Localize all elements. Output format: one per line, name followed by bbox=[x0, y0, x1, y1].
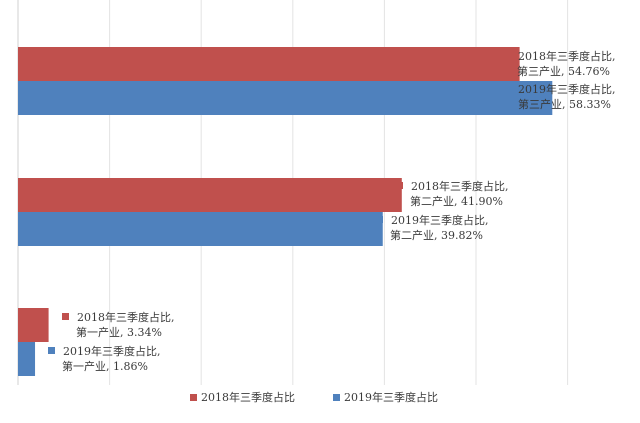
bar-2-series-0 bbox=[18, 308, 49, 342]
data-label-2-series-1: 2019年三季度占比, 第一产业, 1.86% bbox=[48, 344, 161, 374]
data-label-line2: 第三产业, 58.33% bbox=[518, 98, 611, 111]
bar-1-series-0 bbox=[18, 178, 402, 212]
data-label-line1: 2019年三季度占比, bbox=[63, 345, 161, 358]
data-label-line2: 第一产业, 1.86% bbox=[62, 360, 148, 373]
data-label-marker bbox=[62, 313, 69, 320]
legend-label-2019: 2019年三季度占比 bbox=[344, 391, 438, 404]
data-label-line1: 2018年三季度占比, bbox=[411, 180, 509, 193]
data-label-0-series-0: 2018年三季度占比, 第三产业, 54.76% bbox=[503, 49, 616, 79]
data-label-1-series-0: 2018年三季度占比, 第二产业, 41.90% bbox=[396, 179, 509, 209]
legend: 2018年三季度占比 2019年三季度占比 bbox=[0, 389, 640, 409]
data-label-line1: 2019年三季度占比, bbox=[391, 214, 489, 227]
data-label-1-series-1: 2019年三季度占比, 第二产业, 39.82% bbox=[376, 213, 489, 243]
data-label-marker bbox=[48, 347, 55, 354]
bar-0-series-1 bbox=[18, 81, 553, 115]
data-label-marker bbox=[396, 182, 403, 189]
data-label-line1: 2018年三季度占比, bbox=[518, 50, 616, 63]
data-label-marker bbox=[503, 52, 510, 59]
data-label-line1: 2018年三季度占比, bbox=[77, 311, 175, 324]
data-label-line2: 第二产业, 39.82% bbox=[390, 229, 483, 242]
data-label-marker bbox=[376, 216, 383, 223]
data-label-2-series-0: 2018年三季度占比, 第一产业, 3.34% bbox=[62, 310, 175, 340]
data-label-line2: 第三产业, 54.76% bbox=[517, 65, 610, 78]
data-label-line2: 第二产业, 41.90% bbox=[410, 195, 503, 208]
legend-item-2018: 2018年三季度占比 bbox=[190, 389, 295, 405]
bar-1-series-1 bbox=[18, 212, 383, 246]
data-label-line1: 2019年三季度占比, bbox=[518, 83, 616, 96]
bar-0-series-0 bbox=[18, 47, 520, 81]
legend-swatch-2018 bbox=[190, 394, 197, 401]
bar-2-series-1 bbox=[18, 342, 36, 376]
data-label-line2: 第一产业, 3.34% bbox=[76, 326, 162, 339]
legend-item-2019: 2019年三季度占比 bbox=[333, 389, 438, 405]
legend-swatch-2019 bbox=[333, 394, 340, 401]
legend-label-2018: 2018年三季度占比 bbox=[201, 391, 295, 404]
data-label-0-series-1: 2019年三季度占比, 第三产业, 58.33% bbox=[518, 82, 616, 112]
